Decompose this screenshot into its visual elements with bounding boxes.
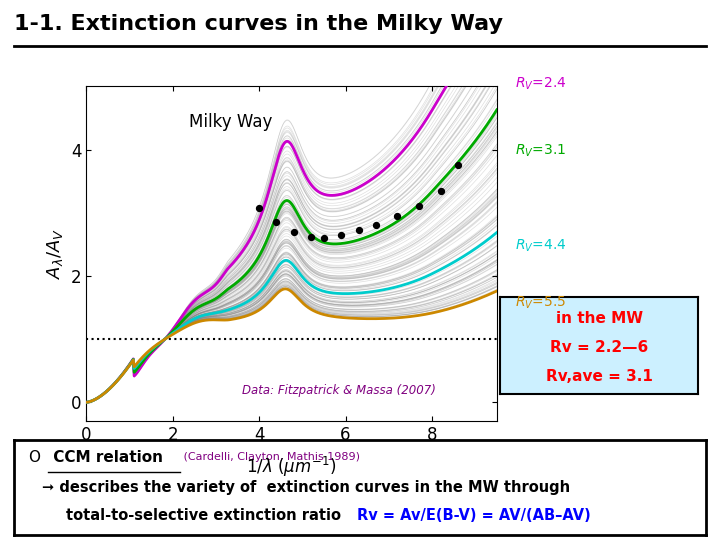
Text: Milky Way: Milky Way [189,112,272,131]
Text: $1/\lambda\ (\mu m^{-1})$: $1/\lambda\ (\mu m^{-1})$ [246,455,337,479]
Point [271,218,282,227]
Point [253,204,265,213]
Point [288,227,300,236]
Text: 1-1. Extinction curves in the Milky Way: 1-1. Extinction curves in the Milky Way [14,14,503,33]
Point [336,231,347,239]
Point [305,232,317,241]
Text: total-to-selective extinction ratio: total-to-selective extinction ratio [66,508,346,523]
Point [435,186,446,195]
Text: Rv = Av/E(B-V) = AV/(AB–AV): Rv = Av/E(B-V) = AV/(AB–AV) [356,508,590,523]
Text: Rv,ave = 3.1: Rv,ave = 3.1 [546,369,653,384]
Text: $R_V$=2.4: $R_V$=2.4 [515,76,567,92]
Text: $R_V$=5.5: $R_V$=5.5 [515,294,566,310]
Text: CCM relation: CCM relation [48,450,163,464]
Text: Data: Fitzpatrick & Massa (2007): Data: Fitzpatrick & Massa (2007) [243,384,436,397]
Point [353,226,364,235]
Text: (Cardelli, Clayton, Mathis 1989): (Cardelli, Clayton, Mathis 1989) [180,452,360,462]
Point [392,212,403,220]
Point [413,202,425,211]
Text: $R_V$=3.1: $R_V$=3.1 [515,143,566,159]
Text: Rv = 2.2—6: Rv = 2.2—6 [550,340,649,355]
Point [318,234,330,242]
Point [370,221,382,230]
Text: in the MW: in the MW [556,311,643,326]
Y-axis label: $A_\lambda/A_V$: $A_\lambda/A_V$ [45,228,66,279]
Text: O: O [28,450,40,464]
Point [452,161,464,170]
Text: $R_V$=4.4: $R_V$=4.4 [515,238,567,254]
Text: ➞ describes the variety of  extinction curves in the MW through: ➞ describes the variety of extinction cu… [42,480,570,495]
